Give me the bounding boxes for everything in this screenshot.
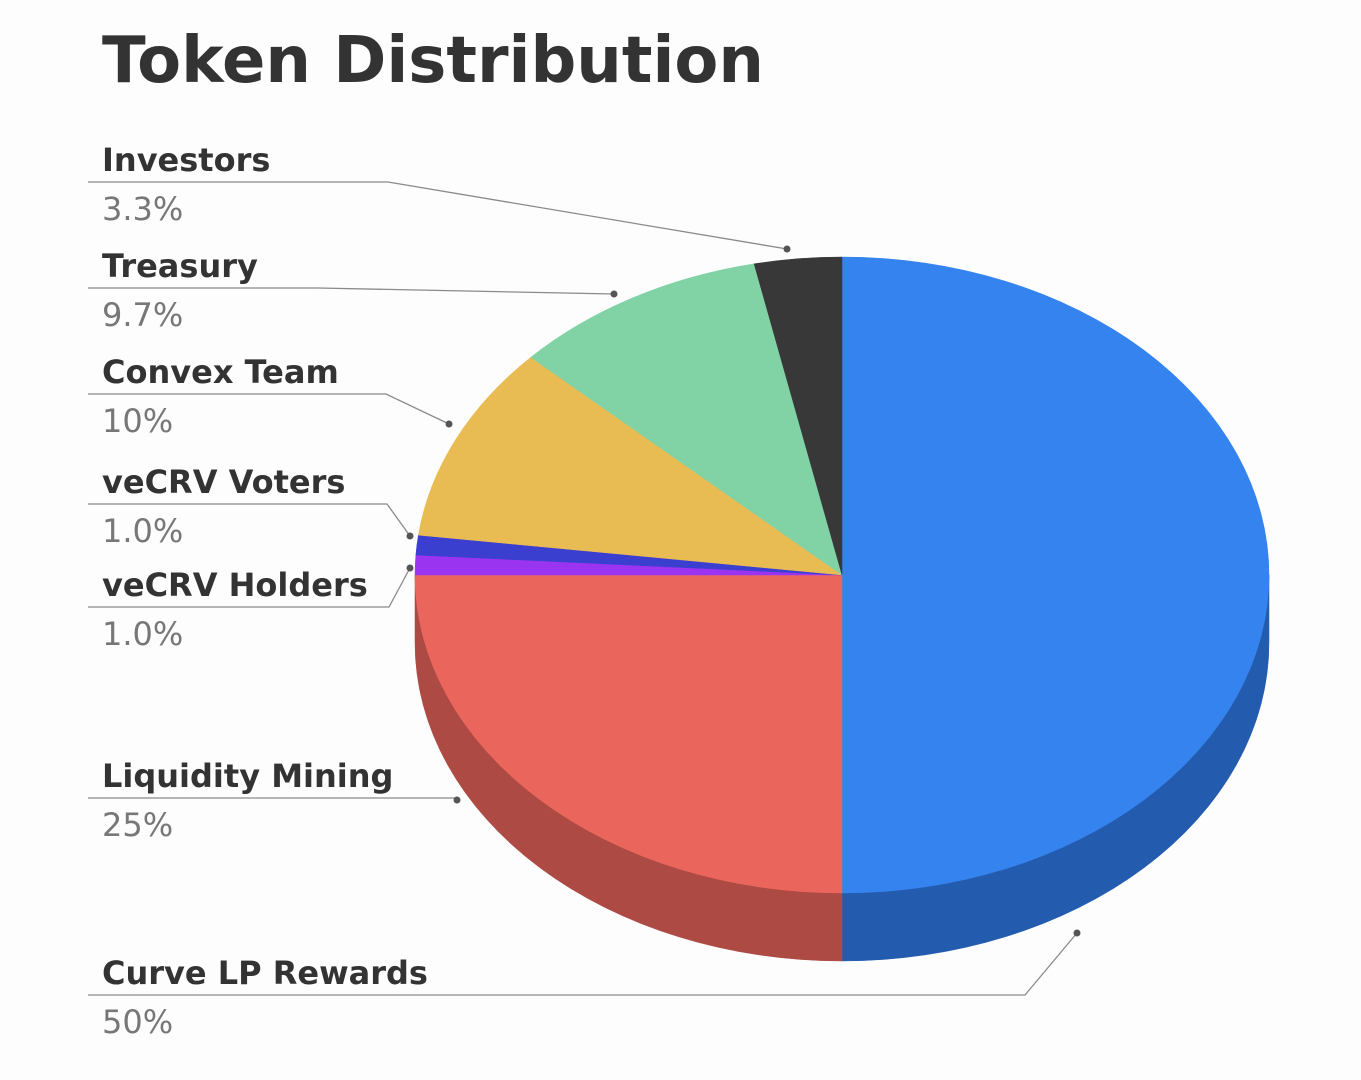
label-name-curve-lp-rewards: Curve LP Rewards (102, 954, 428, 992)
leader-dot-curve-lp-rewards (1073, 929, 1081, 937)
leader-line-vecrv-holders (88, 567, 411, 608)
label-name-convex-team: Convex Team (102, 353, 339, 391)
chart-title: Token Distribution (102, 24, 764, 98)
label-name-treasury: Treasury (102, 247, 258, 285)
label-name-investors: Investors (102, 141, 270, 179)
label-value-convex-team: 10% (102, 402, 173, 440)
label-value-vecrv-holders: 1.0% (102, 615, 183, 653)
leader-dot-investors (783, 245, 791, 253)
label-name-vecrv-voters: veCRV Voters (102, 463, 345, 501)
label-value-investors: 3.3% (102, 190, 183, 228)
leader-line-curve-lp-rewards (88, 932, 1078, 996)
slice-convex-team (418, 357, 843, 576)
label-name-liquidity-mining: Liquidity Mining (102, 757, 393, 795)
label-value-vecrv-voters: 1.0% (102, 512, 183, 550)
slice-labels: Curve LP Rewards 50% Liquidity Mining 25% ve… (102, 141, 428, 1041)
slice-treasury (530, 263, 843, 576)
leader-lines (88, 181, 1081, 996)
leader-dot-treasury (610, 290, 618, 298)
leader-line-investors (88, 181, 788, 250)
leader-line-treasury (88, 287, 615, 295)
pie-slices (414, 256, 1270, 894)
leader-line-vecrv-voters (88, 503, 411, 537)
label-name-vecrv-holders: veCRV Holders (102, 566, 368, 604)
label-value-liquidity-mining: 25% (102, 806, 173, 844)
label-value-curve-lp-rewards: 50% (102, 1003, 173, 1041)
leader-dot-vecrv-holders (406, 564, 414, 572)
leader-line-convex-team (88, 393, 450, 425)
leader-dot-convex-team (445, 420, 453, 428)
leader-dot-vecrv-voters (406, 532, 414, 540)
slice-curve-lp-rewards (841, 256, 1270, 894)
slice-liquidity-mining (414, 574, 843, 894)
label-value-treasury: 9.7% (102, 296, 183, 334)
leader-dot-liquidity-mining (453, 796, 461, 804)
slice-investors (753, 256, 843, 576)
